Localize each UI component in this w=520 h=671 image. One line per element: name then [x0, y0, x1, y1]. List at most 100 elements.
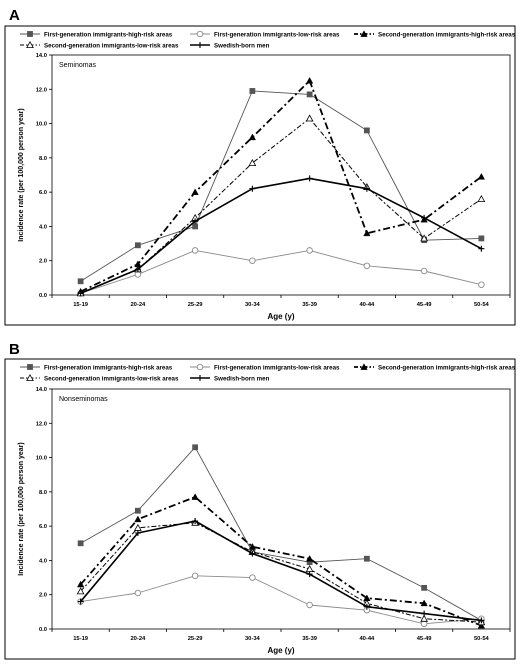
plot-area: [51, 388, 511, 630]
data-point: [306, 91, 313, 98]
legend-entry: Second-generation immigrants-low-risk ar…: [20, 373, 179, 383]
data-point: [363, 262, 371, 270]
data-point: [420, 234, 429, 242]
data-point: [249, 257, 256, 264]
data-point: [76, 587, 85, 595]
series-5: [77, 175, 485, 297]
legend-marker: [197, 375, 203, 381]
data-point: [478, 617, 485, 624]
data-point: [192, 518, 199, 524]
data-point: [421, 584, 428, 591]
y-axis: 0.0 2.0 4.0 6.0 8.0 10.0 12.0 14.0: [36, 53, 52, 299]
legend-label: First-generation immigrants-high-risk ar…: [44, 32, 173, 39]
x-tick-label: 40-44: [359, 302, 375, 308]
legend-marker: [360, 30, 368, 37]
chart-panel-b: B First-generation immigrants-high-risk a…: [4, 341, 516, 660]
y-tick-label: 6.0: [39, 190, 47, 196]
x-tick-label: 45-49: [417, 636, 433, 642]
data-point: [249, 88, 256, 94]
x-axis-label: Age (y): [267, 312, 294, 321]
data-point: [134, 242, 141, 249]
y-tick-label: 2.0: [39, 259, 47, 265]
legend-entry: Second-generation immigrants-low-risk ar…: [20, 40, 179, 50]
data-point: [477, 194, 486, 202]
data-point: [363, 229, 371, 237]
y-tick-label: 8.0: [39, 490, 47, 496]
data-point: [363, 185, 370, 192]
x-tick-label: 15-19: [73, 302, 89, 308]
series-line: [80, 446, 482, 621]
data-point: [306, 571, 313, 578]
legend: First-generation immigrants-high-risk ar…: [20, 30, 516, 50]
data-point: [478, 281, 485, 288]
data-point: [77, 598, 84, 605]
data-point: [478, 235, 485, 242]
legend-marker: [26, 40, 34, 48]
data-point: [191, 188, 199, 195]
data-point: [134, 530, 141, 536]
legend-marker: [196, 363, 204, 371]
x-tick-label: 45-49: [417, 302, 433, 308]
legend-entry: Swedish-born men: [190, 375, 270, 383]
y-tick-label: 0.0: [39, 293, 47, 299]
data-point: [248, 158, 257, 166]
legend-label: First-generation immigrants-high-risk ar…: [44, 365, 173, 372]
panel-letter: A: [9, 7, 20, 24]
legend-entry: First-generation immigrants-low-risk are…: [190, 363, 340, 372]
legend-label: Swedish-born men: [214, 43, 270, 50]
legend-label: Second-generation immigrants-low-risk ar…: [44, 43, 179, 50]
y-tick-label: 4.0: [39, 558, 47, 564]
data-point: [191, 572, 199, 580]
data-point: [134, 507, 141, 514]
legend-entry: First-generation immigrants-low-risk are…: [190, 30, 340, 39]
legend-label: Second-generation immigrants-high-risk a…: [378, 32, 516, 39]
data-point: [420, 599, 428, 607]
panel-letter: B: [9, 341, 20, 358]
legend-marker: [27, 31, 33, 37]
y-tick-label: 6.0: [39, 524, 47, 530]
x-tick-label: 35-39: [302, 636, 318, 642]
y-tick-label: 14.0: [36, 53, 47, 59]
data-point: [477, 172, 485, 180]
y-tick-label: 12.0: [36, 421, 47, 427]
x-tick-label: 30-34: [245, 636, 261, 642]
series-1: [77, 444, 485, 624]
data-point: [134, 266, 141, 273]
plot-area: [51, 54, 511, 296]
legend-marker: [360, 363, 368, 370]
x-tick-label: 20-24: [130, 302, 146, 308]
x-tick-label: 50-54: [474, 636, 490, 642]
data-point: [249, 574, 256, 581]
y-axis: 0.0 2.0 4.0 6.0 8.0 10.0 12.0 14.0: [36, 387, 52, 633]
data-point: [249, 550, 256, 557]
data-point: [420, 614, 429, 622]
data-point: [77, 290, 84, 297]
x-tick-label: 20-24: [130, 636, 146, 642]
data-point: [306, 175, 313, 182]
x-tick-label: 15-19: [73, 636, 89, 642]
data-point: [478, 245, 485, 252]
x-tick-label: 35-39: [302, 302, 318, 308]
legend-label: Swedish-born men: [214, 376, 270, 383]
data-point: [77, 278, 84, 285]
series-line: [80, 79, 482, 293]
series-line: [80, 575, 482, 625]
data-point: [134, 515, 142, 523]
y-tick-label: 2.0: [39, 593, 47, 599]
panel-frame: [4, 358, 516, 660]
y-tick-label: 10.0: [36, 122, 47, 128]
y-axis-label: Incidence rate (per 100,000 person year): [18, 442, 25, 575]
series-line: [80, 249, 482, 294]
x-tick-label: 50-54: [474, 302, 490, 308]
x-tick-label: 40-44: [359, 636, 375, 642]
x-axis: 15-19 20-24 25-29 30-34 35-39 40-44 45-49 50-54: [51, 295, 511, 308]
chart-title: Nonseminomas: [59, 396, 108, 403]
series-line: [80, 520, 482, 622]
data-point: [420, 620, 428, 628]
data-point: [249, 185, 256, 192]
series-5: [77, 518, 485, 624]
data-point: [421, 610, 428, 617]
series-line: [80, 177, 482, 295]
y-tick-label: 4.0: [39, 224, 47, 230]
y-tick-label: 10.0: [36, 456, 47, 462]
